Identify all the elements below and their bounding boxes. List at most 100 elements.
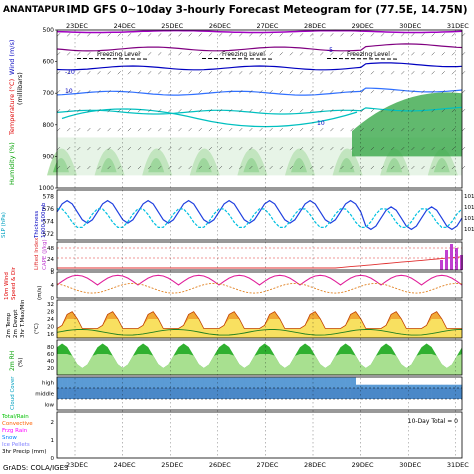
cloud-high-bar [431, 384, 437, 388]
slp-ylabel-left: SLP (hPa) [1, 212, 7, 238]
wind-barb [97, 33, 101, 37]
wind-barb [411, 127, 415, 132]
wind-barb [158, 108, 162, 113]
cloud-mid-bar [244, 388, 250, 399]
cloud-high-bar [406, 384, 412, 388]
humidity-label: Humidity (%) [8, 142, 16, 185]
wind-barb [259, 90, 263, 94]
wind-barb [340, 165, 344, 170]
wind-barb [178, 71, 182, 75]
panel-stability: 0 24 48 Lifted Index CAPE (J/kg) [34, 237, 463, 274]
wind-barb [380, 127, 385, 132]
wind-tick-label: 0 [51, 296, 55, 302]
wind-barb [249, 146, 253, 151]
wind-barb [208, 165, 213, 170]
wind-barb [340, 33, 344, 37]
wind-barb [137, 52, 142, 56]
wind-barb [401, 33, 405, 37]
cloud-high-bar [335, 377, 341, 388]
wind-barb [320, 52, 324, 56]
wind-barb [411, 52, 415, 56]
wind-barb [259, 108, 263, 113]
cloud-mid-bar [143, 388, 149, 399]
wind-barb [228, 71, 233, 75]
rh-tick-label: 20 [47, 366, 54, 372]
wind-barb [117, 165, 121, 170]
wind-barb [188, 146, 192, 151]
wind-barb [147, 127, 152, 132]
wind-barb [401, 90, 405, 94]
wind-barb [289, 146, 294, 151]
wind-barb [218, 71, 223, 75]
wind-barb [259, 165, 263, 170]
freezing-level-line [76, 57, 148, 60]
wind-barb [228, 52, 233, 56]
wind-barb [97, 146, 101, 151]
thickness-tick-label: 572 [43, 231, 55, 238]
cloud-mid-bar [72, 388, 78, 399]
wind-tick-label: 4 [51, 283, 55, 289]
cloud-high-bar [158, 377, 164, 388]
cloud-high-bar [208, 377, 215, 388]
contour-label: -10 [65, 69, 75, 76]
precip-legend-label: Convective [2, 421, 33, 427]
cloud-mid-bar [249, 388, 255, 399]
panel-frame [56, 411, 463, 459]
wind-barb [77, 108, 81, 113]
wind-barb [360, 127, 364, 132]
cloud-high-bar [411, 384, 417, 388]
date-bottom-label: 28DEC [304, 461, 326, 469]
wind-barb [299, 52, 304, 56]
wind-barb [340, 146, 344, 151]
wind-barb [208, 146, 213, 151]
cloud-high-bar [345, 377, 351, 388]
cloud-high-bar [305, 377, 311, 388]
footer-credit: GrADS: COLA/IGES [3, 464, 69, 472]
wind-barb [380, 71, 385, 75]
wind-barb [380, 33, 385, 37]
cloud-high-bar [375, 384, 382, 388]
cape-bar [440, 260, 443, 270]
wind-barb [208, 33, 213, 37]
thickness-tick-label: 574 [43, 218, 55, 225]
cloud-high-bar [294, 377, 301, 388]
wind-barb [299, 90, 304, 94]
cloud-high-bar [355, 384, 362, 388]
wind-barb [127, 90, 132, 94]
wind-barb [259, 33, 263, 37]
wind-barb [218, 90, 223, 94]
wind-barb [320, 90, 324, 94]
date-bottom-label: 27DEC [256, 461, 278, 469]
panel-frame [56, 376, 463, 411]
slp-tick-label: 1016 [464, 194, 474, 200]
wind-barb [330, 71, 334, 75]
wind-barb [117, 146, 121, 151]
isotherm-line [56, 43, 463, 52]
temperature-tick-label: 16 [47, 332, 54, 338]
wind-barb [269, 146, 273, 151]
wind-barb [137, 71, 142, 75]
cloud-high-bar [122, 377, 129, 388]
wind-tick-label: 8 [51, 270, 55, 276]
cloud-mid-bar [279, 388, 286, 399]
wind-barb [259, 71, 263, 75]
wind-barb [188, 52, 192, 56]
wind-barb [461, 52, 466, 56]
wind-barb [158, 52, 162, 56]
wind-barb [350, 108, 354, 113]
cloud-high-bar [219, 377, 225, 388]
wind-barb [107, 146, 111, 151]
wind-barb [87, 90, 91, 94]
cloud-mid-bar [325, 388, 331, 399]
wind-barb [461, 127, 466, 132]
wind-barb [461, 71, 466, 75]
wind-barb [279, 52, 283, 56]
cloud-high-bar [284, 377, 291, 388]
cloud-high-bar [456, 384, 463, 388]
precip-total-label: 10-Day Total = 0 [408, 418, 458, 425]
wind-panel-label: 10m Wind [4, 272, 10, 300]
rh-tick-label: 60 [47, 352, 54, 358]
wind-barb [77, 127, 81, 132]
cloud-mid-bar [289, 388, 296, 399]
cloud-mid-bar [158, 388, 164, 399]
